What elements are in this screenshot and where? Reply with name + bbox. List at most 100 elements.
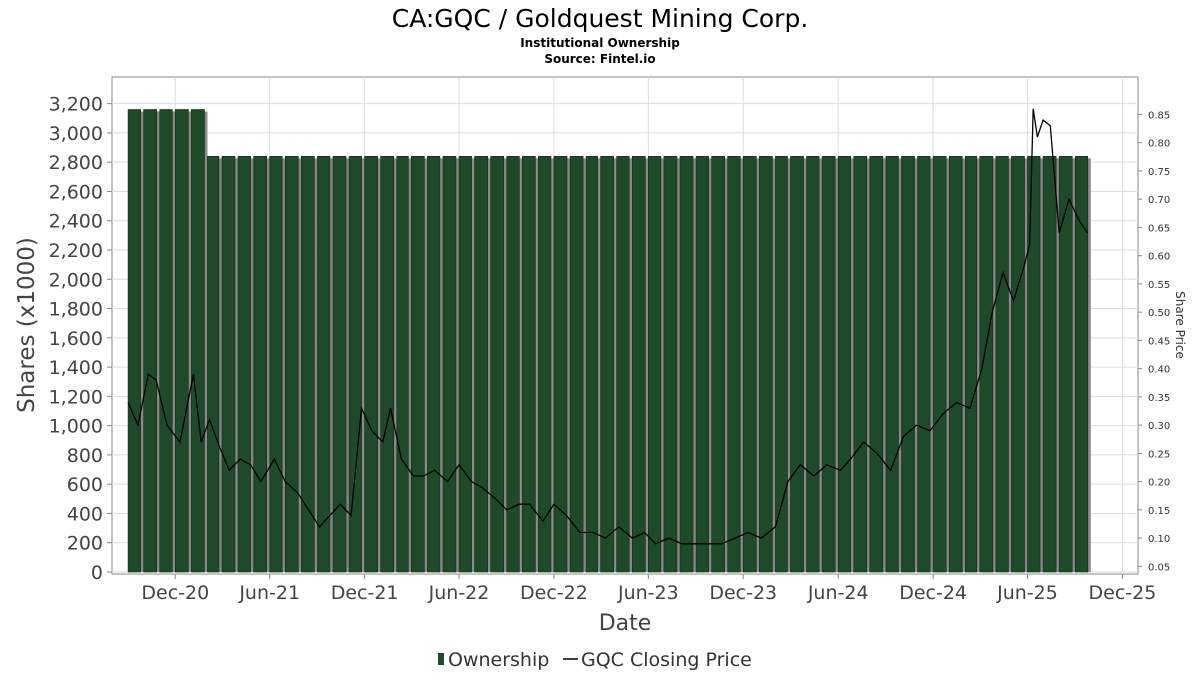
y-tick-label: 1,800	[49, 299, 103, 321]
legend-price-label: GQC Closing Price	[581, 649, 752, 671]
ownership-bar	[506, 156, 520, 573]
ownership-bars	[127, 109, 1091, 573]
ownership-bar	[364, 156, 378, 573]
ownership-bar	[159, 109, 173, 573]
ownership-bar	[427, 156, 441, 573]
ownership-bar	[521, 156, 536, 573]
ownership-bar	[695, 156, 709, 573]
ownership-bar	[759, 156, 773, 573]
x-tick-label: Dec-22	[520, 582, 588, 604]
legend: Ownership GQC Closing Price	[438, 649, 752, 671]
ownership-bar	[964, 156, 978, 573]
y2-tick-label: 0.10	[1148, 534, 1170, 545]
ownership-bar	[979, 156, 994, 573]
ownership-bar	[995, 156, 1009, 573]
ownership-bar	[474, 156, 488, 573]
y-tick-label: 800	[67, 445, 103, 467]
ownership-bar	[253, 156, 267, 573]
ownership-bar	[553, 156, 568, 573]
ownership-bar	[396, 156, 409, 573]
y2-tick-label: 0.30	[1148, 421, 1170, 432]
y-tick-label: 1,200	[49, 386, 103, 408]
ownership-bar	[679, 156, 694, 573]
x-tick-label: Dec-20	[141, 582, 209, 604]
ownership-bar	[806, 156, 820, 573]
ownership-bar	[901, 156, 915, 573]
left-y-axis: 0 200 400 600 800 1,000 1,200 1,400 1,600 1,800 2,…	[49, 94, 112, 584]
ownership-bar	[648, 156, 662, 573]
ownership-bar	[853, 156, 868, 573]
x-tick-label: Jun-23	[617, 582, 679, 604]
x-tick-label: Jun-21	[238, 582, 300, 604]
ownership-bar	[332, 156, 347, 573]
y-tick-label: 2,000	[49, 269, 103, 291]
ownership-bar	[711, 156, 726, 573]
x-tick-label: Jun-24	[807, 582, 869, 604]
ownership-bar	[948, 156, 963, 573]
y2-tick-label: 0.55	[1148, 280, 1170, 291]
ownership-bar	[631, 156, 646, 573]
y2-tick-label: 0.80	[1148, 139, 1170, 150]
ownership-bar	[221, 156, 236, 573]
ownership-bar	[174, 109, 189, 573]
ownership-bar	[917, 156, 931, 573]
ownership-bar	[127, 109, 141, 573]
y2-tick-label: 0.70	[1148, 195, 1170, 206]
y2-tick-label: 0.75	[1148, 167, 1170, 178]
ownership-bar	[1058, 156, 1073, 573]
ownership-bar	[490, 156, 505, 573]
ownership-bar	[932, 156, 947, 573]
ownership-bar	[821, 156, 836, 573]
x-tick-label: Dec-24	[899, 582, 967, 604]
y2-tick-label: 0.35	[1148, 393, 1170, 404]
chart-title: CA:GQC / Goldquest Mining Corp.	[392, 4, 809, 33]
ownership-bar	[585, 156, 598, 573]
y-tick-label: 1,600	[49, 328, 103, 350]
ownership-bar	[317, 156, 331, 573]
ownership-bar	[742, 156, 757, 573]
ownership-bar	[1074, 156, 1089, 573]
ownership-bar	[458, 156, 472, 573]
right-y-axis: 0.05 0.10 0.15 0.20 0.25 0.30 0.35 0.40 0.45 0.50…	[1138, 110, 1170, 573]
ownership-bar	[600, 156, 615, 573]
y-tick-label: 1,000	[49, 416, 103, 438]
legend-ownership-swatch	[438, 653, 444, 665]
y2-tick-label: 0.45	[1148, 336, 1170, 347]
y2-tick-label: 0.50	[1148, 308, 1170, 319]
chart-source: Source: Fintel.io	[544, 52, 655, 66]
ownership-bar	[885, 156, 899, 573]
ownership-bar	[191, 109, 205, 573]
ownership-bar	[616, 156, 630, 573]
y-tick-label: 3,000	[49, 123, 103, 145]
ownership-bar	[1027, 156, 1041, 573]
y-tick-label: 2,800	[49, 152, 103, 174]
ownership-bar	[775, 156, 788, 573]
y-tick-label: 3,200	[49, 94, 103, 116]
ownership-bar	[569, 156, 584, 573]
price-line-layer	[127, 108, 1089, 545]
ownership-bar	[284, 156, 299, 573]
ownership-bar	[837, 156, 852, 573]
y2-tick-label: 0.20	[1148, 478, 1170, 489]
ownership-bar	[663, 156, 678, 573]
x-tick-label: Dec-25	[1089, 582, 1157, 604]
ownership-bar	[538, 156, 552, 573]
x-tick-label: Jun-22	[428, 582, 490, 604]
ownership-bar	[237, 156, 251, 573]
y-tick-label: 0	[91, 562, 103, 584]
y2-axis-label: Share Price	[1173, 291, 1187, 359]
ownership-bar	[790, 156, 804, 573]
y-axis-label: Shares (x1000)	[14, 237, 40, 413]
y2-tick-label: 0.05	[1148, 562, 1170, 573]
ownership-bar	[269, 156, 283, 573]
ownership-bar	[301, 156, 315, 573]
y2-tick-label: 0.65	[1148, 223, 1170, 234]
y2-tick-label: 0.25	[1148, 449, 1170, 460]
ownership-bar	[442, 156, 457, 573]
y-tick-label: 2,400	[49, 211, 103, 233]
x-tick-label: Dec-21	[331, 582, 399, 604]
x-axis: Dec-20 Jun-21 Dec-21 Jun-22 Dec-22 Jun-23 Dec-…	[141, 574, 1156, 604]
y-tick-label: 600	[67, 474, 103, 496]
